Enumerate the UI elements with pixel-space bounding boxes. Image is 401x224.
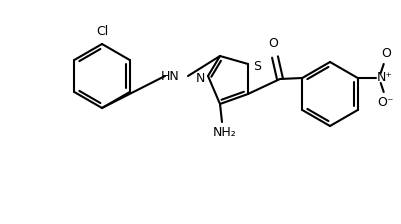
Text: HN: HN: [160, 69, 179, 82]
Text: N⁺: N⁺: [376, 71, 392, 84]
Text: Cl: Cl: [95, 25, 108, 38]
Text: N: N: [195, 71, 205, 84]
Text: O⁻: O⁻: [377, 96, 393, 109]
Text: NH₂: NH₂: [213, 126, 236, 139]
Text: S: S: [252, 60, 260, 73]
Text: O: O: [267, 37, 277, 50]
Text: O: O: [380, 47, 390, 60]
